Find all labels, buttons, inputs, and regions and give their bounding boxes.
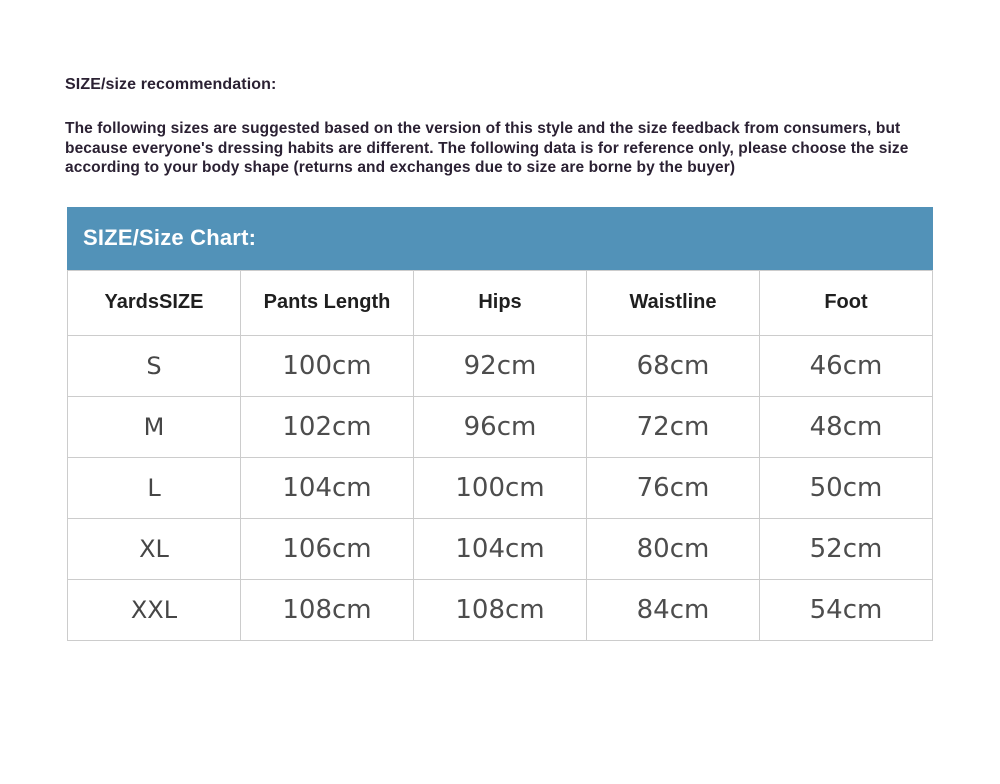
column-header: Foot: [759, 269, 933, 336]
measurement-cell: 108cm: [240, 578, 414, 641]
table-row: M 102cm 96cm 72cm 48cm: [67, 395, 933, 458]
measurement-cell: 84cm: [586, 578, 760, 641]
size-chart-table: YardsSIZE Pants Length Hips Waistline Foot S…: [67, 269, 933, 641]
size-cell: L: [67, 456, 241, 519]
size-chart-table-body: S 100cm 92cm 68cm 46cm M 102cm 96cm 72cm 48cm L 104…: [67, 334, 933, 641]
measurement-cell: 80cm: [586, 517, 760, 580]
column-header: Pants Length: [240, 269, 414, 336]
size-guide-page: SIZE/size recommendation: The following …: [0, 76, 1000, 784]
size-cell: XXL: [67, 578, 241, 641]
size-chart-title-bar: SIZE/Size Chart:: [67, 206, 933, 270]
measurement-cell: 104cm: [413, 517, 587, 580]
table-row: L 104cm 100cm 76cm 50cm: [67, 456, 933, 519]
size-cell: S: [67, 334, 241, 397]
column-header: YardsSIZE: [67, 269, 241, 336]
table-row: XXL 108cm 108cm 84cm 54cm: [67, 578, 933, 641]
measurement-cell: 68cm: [586, 334, 760, 397]
size-chart-table-head: YardsSIZE Pants Length Hips Waistline Foot: [67, 269, 933, 336]
recommendation-heading: SIZE/size recommendation:: [65, 76, 277, 93]
measurement-cell: 100cm: [240, 334, 414, 397]
size-cell: XL: [67, 517, 241, 580]
measurement-cell: 104cm: [240, 456, 414, 519]
measurement-cell: 46cm: [759, 334, 933, 397]
size-cell: M: [67, 395, 241, 458]
recommendation-paragraph: The following sizes are suggested based …: [65, 120, 909, 176]
size-chart-title: SIZE/Size Chart:: [83, 225, 257, 250]
table-row: S 100cm 92cm 68cm 46cm: [67, 334, 933, 397]
measurement-cell: 52cm: [759, 517, 933, 580]
header-row: YardsSIZE Pants Length Hips Waistline Foot: [67, 269, 933, 336]
measurement-cell: 48cm: [759, 395, 933, 458]
table-row: XL 106cm 104cm 80cm 52cm: [67, 517, 933, 580]
measurement-cell: 92cm: [413, 334, 587, 397]
measurement-cell: 50cm: [759, 456, 933, 519]
measurement-cell: 76cm: [586, 456, 760, 519]
measurement-cell: 96cm: [413, 395, 587, 458]
measurement-cell: 106cm: [240, 517, 414, 580]
measurement-cell: 102cm: [240, 395, 414, 458]
measurement-cell: 108cm: [413, 578, 587, 641]
measurement-cell: 54cm: [759, 578, 933, 641]
column-header: Hips: [413, 269, 587, 336]
measurement-cell: 72cm: [586, 395, 760, 458]
measurement-cell: 100cm: [413, 456, 587, 519]
column-header: Waistline: [586, 269, 760, 336]
